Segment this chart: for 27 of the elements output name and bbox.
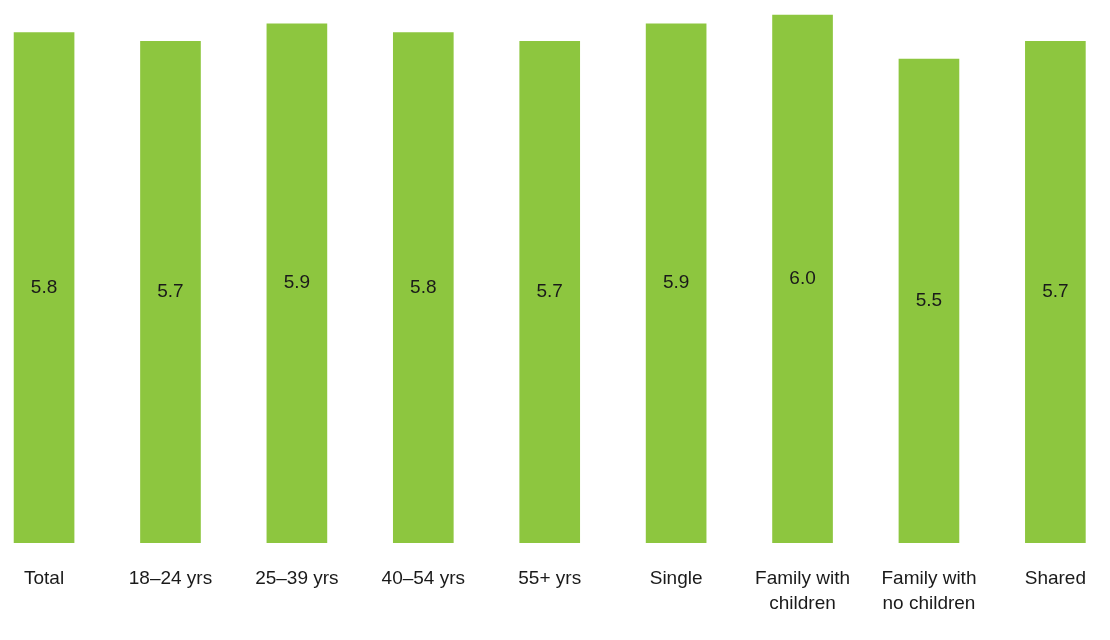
x-tick-label: Family with no children: [881, 567, 977, 613]
data-label: 5.5: [915, 289, 943, 311]
data-label: 5.7: [157, 280, 184, 302]
bar: [140, 41, 201, 543]
bar: [519, 41, 581, 543]
bar: [772, 14, 833, 543]
x-tick-label: Total: [24, 567, 65, 589]
data-label: 5.7: [536, 280, 563, 302]
bar: [898, 58, 960, 543]
data-label: 5.8: [30, 275, 58, 297]
data-label: 6.0: [789, 267, 816, 289]
bar: [266, 23, 328, 543]
data-label: 5.9: [662, 271, 690, 293]
x-tick-label: Shared: [1024, 567, 1087, 589]
x-tick-label: 55+ yrs: [518, 567, 582, 589]
x-tick-label: 40–54 yrs: [381, 567, 466, 589]
x-tick-label: Family with children: [755, 567, 851, 613]
x-tick-label: 25–39 yrs: [255, 567, 339, 589]
x-tick-label: Single: [649, 567, 703, 589]
x-tick-label: 18–24 yrs: [128, 567, 213, 589]
bar: [1025, 41, 1086, 543]
bar: [392, 32, 454, 543]
data-label: 5.9: [283, 271, 311, 293]
bar: [645, 23, 707, 543]
bar: [13, 32, 75, 543]
data-label: 5.7: [1042, 280, 1069, 302]
data-label: 5.8: [410, 275, 437, 297]
